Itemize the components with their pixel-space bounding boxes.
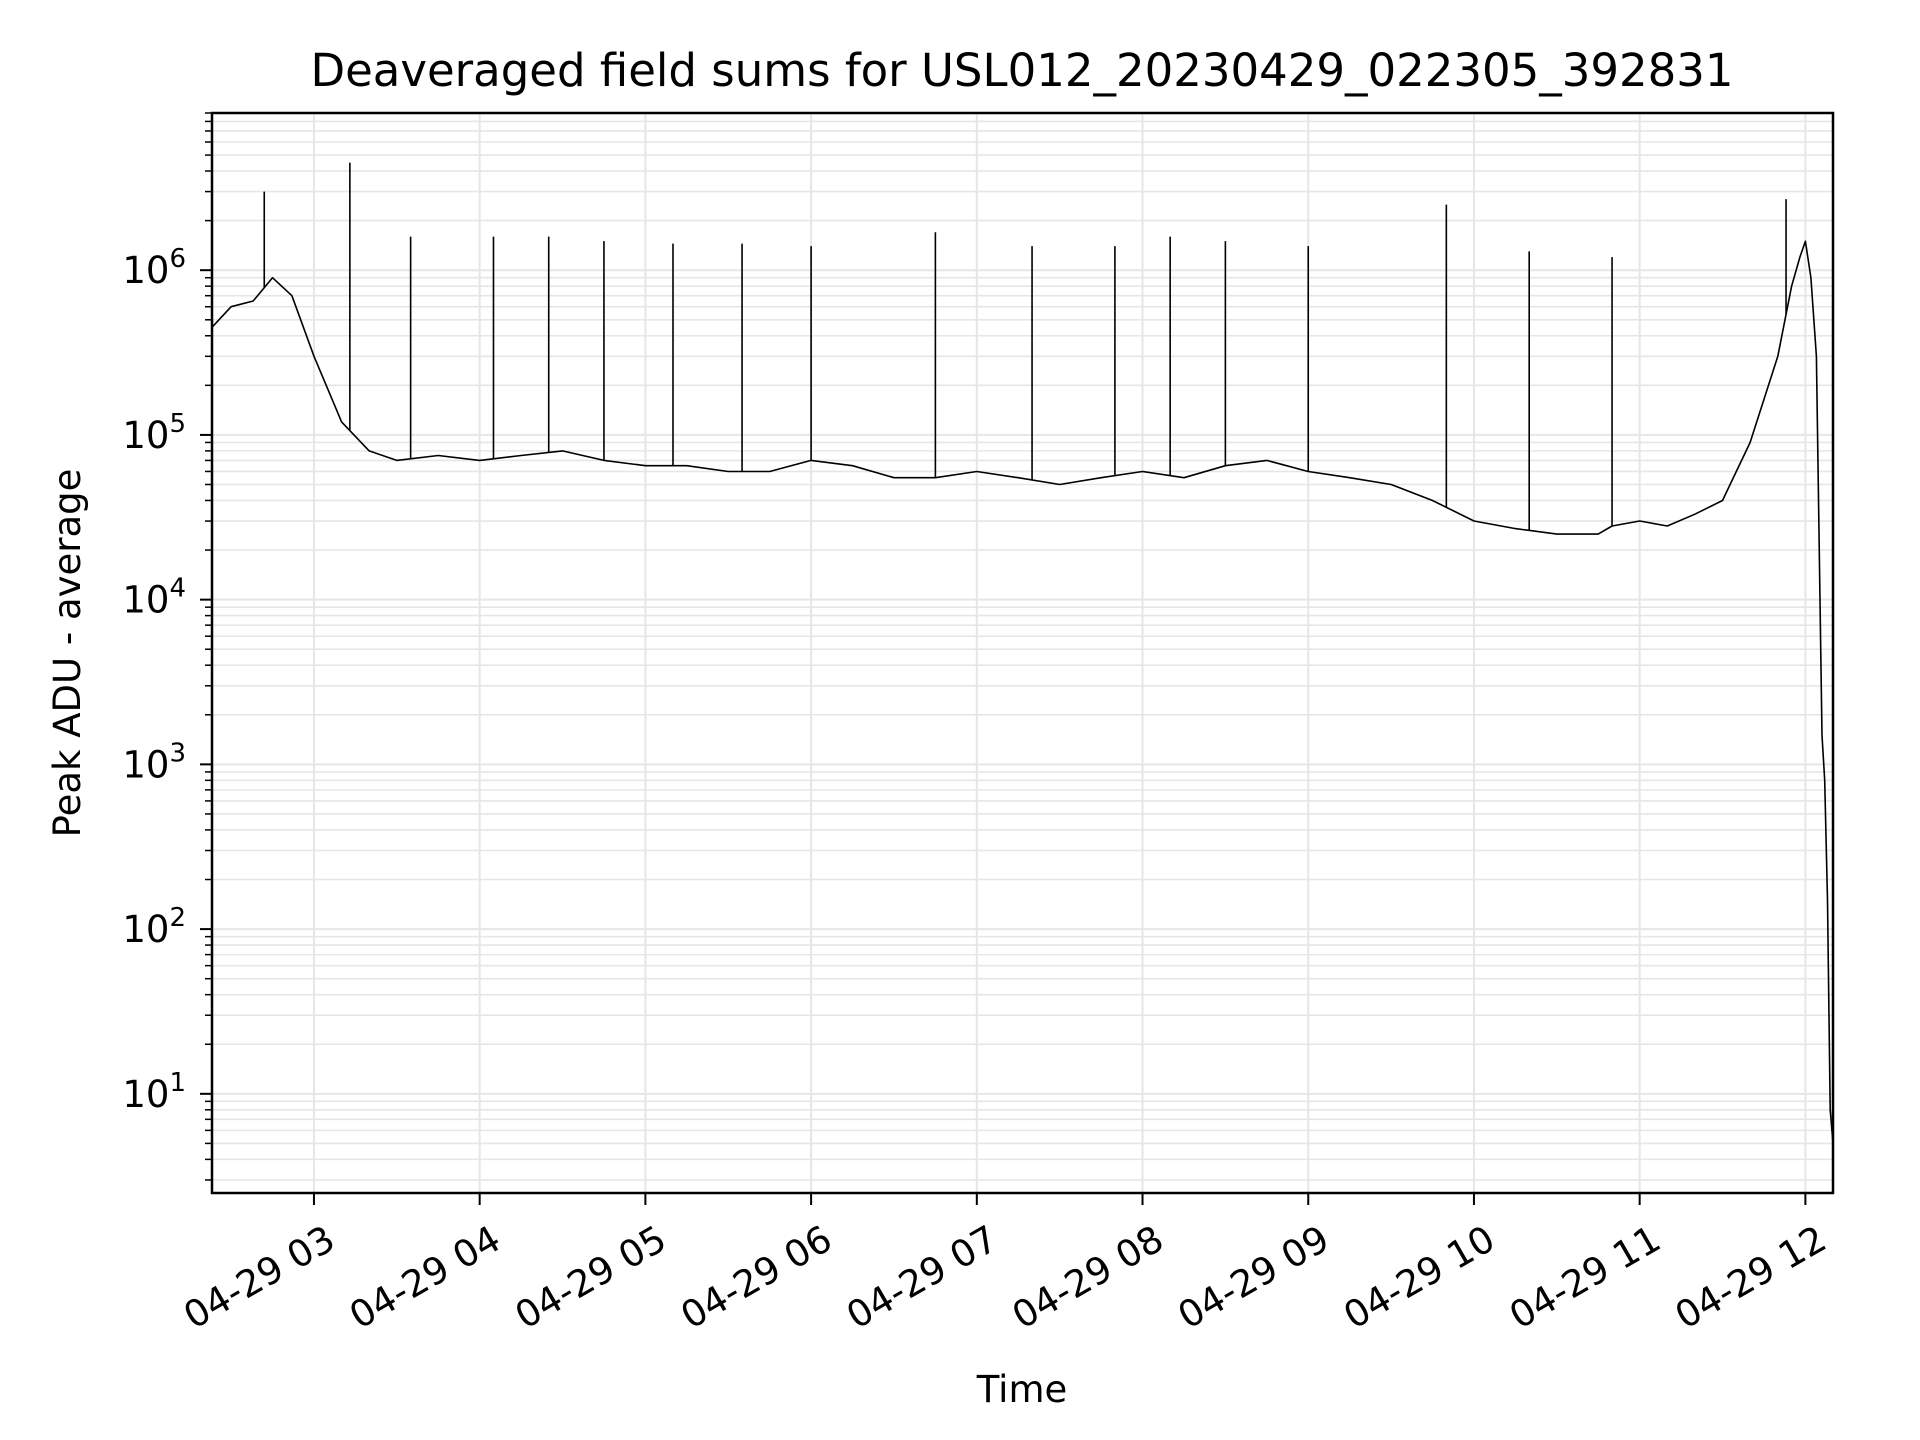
y-tick-label: 106 xyxy=(122,244,186,292)
y-tick-label-base: 10 xyxy=(122,743,169,786)
y-tick-label-exponent: 6 xyxy=(169,244,186,274)
y-tick-label: 103 xyxy=(122,738,186,786)
series-line-group xyxy=(211,240,1834,1144)
y-axis-label: Peak ADU - average xyxy=(46,469,89,838)
y-tick-label-base: 10 xyxy=(122,1073,169,1116)
y-tick-label-exponent: 3 xyxy=(169,738,186,768)
y-tick-label-exponent: 2 xyxy=(169,903,186,933)
y-tick-label-base: 10 xyxy=(122,579,169,622)
series-line xyxy=(211,240,1834,1144)
x-axis-label: Time xyxy=(976,1368,1068,1411)
y-tick-label-base: 10 xyxy=(122,414,169,457)
y-tick-label: 102 xyxy=(122,903,186,951)
y-tick-label-exponent: 1 xyxy=(169,1068,186,1098)
y-tick-label: 104 xyxy=(122,574,186,622)
spike-marks xyxy=(263,162,1787,531)
chart-title: Deaveraged field sums for USL012_2023042… xyxy=(310,44,1733,97)
y-tick-label-exponent: 5 xyxy=(169,409,186,439)
y-tick-label: 105 xyxy=(122,409,186,457)
y-tick-label-base: 10 xyxy=(122,908,169,951)
y-tick-label-exponent: 4 xyxy=(169,574,186,604)
plot-area-frame xyxy=(210,111,1835,1195)
y-tick-label-base: 10 xyxy=(122,249,169,292)
y-tick-label: 101 xyxy=(122,1068,186,1116)
